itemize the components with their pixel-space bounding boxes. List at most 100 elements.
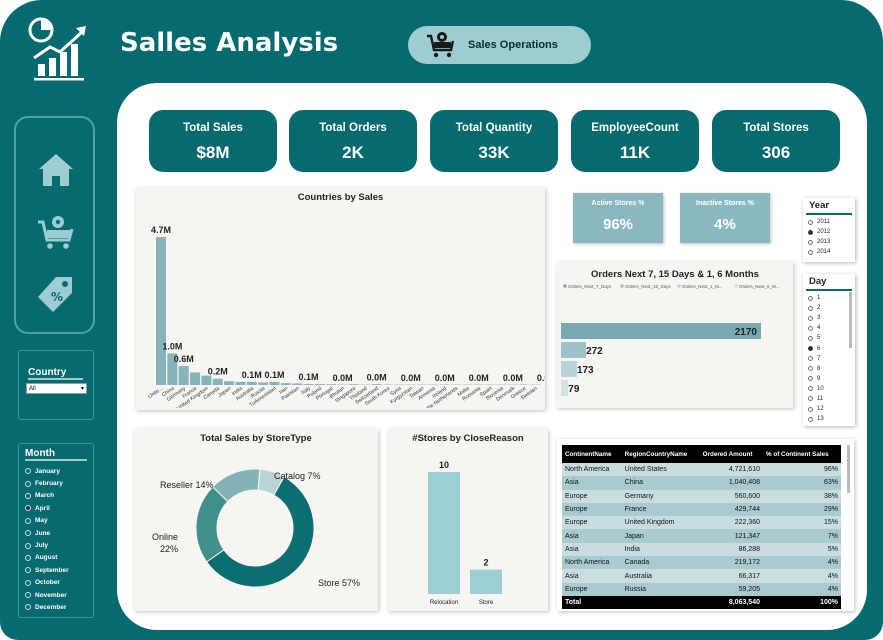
- day-option[interactable]: 8: [803, 364, 855, 374]
- year-option[interactable]: 2011: [803, 217, 855, 227]
- table-column-header[interactable]: % of Continent Sales: [763, 445, 841, 463]
- table-scrollbar[interactable]: [847, 445, 850, 493]
- table-row[interactable]: Europe Russia 59,205 4%: [562, 582, 841, 596]
- bar[interactable]: [561, 380, 569, 396]
- legend-label[interactable]: Orders_Next_7_Days: [568, 284, 612, 289]
- table-row[interactable]: Asia China 1,040,408 63%: [562, 476, 841, 490]
- price-tag-icon[interactable]: %: [36, 274, 76, 314]
- table-row[interactable]: Europe France 429,744 29%: [562, 502, 841, 517]
- table-row[interactable]: Asia India 86,288 5%: [562, 542, 841, 557]
- day-option[interactable]: 13: [803, 414, 855, 424]
- bar[interactable]: [258, 382, 269, 385]
- month-option[interactable]: June: [19, 527, 93, 539]
- bar[interactable]: [178, 366, 189, 385]
- cart-gear-icon[interactable]: [36, 212, 76, 252]
- bar[interactable]: [235, 381, 246, 385]
- month-option[interactable]: March: [19, 490, 93, 502]
- legend-label[interactable]: Orders_Next_15_Days: [625, 284, 672, 289]
- bar[interactable]: [561, 361, 577, 377]
- day-option[interactable]: 10: [803, 384, 855, 394]
- table-row[interactable]: Asia Australia 66,317 4%: [562, 569, 841, 583]
- day-option[interactable]: 3: [803, 313, 855, 323]
- home-icon[interactable]: [36, 150, 76, 190]
- bar[interactable]: [371, 384, 382, 385]
- table-row[interactable]: North America Canada 219,172 4%: [562, 556, 841, 570]
- table-row[interactable]: Europe United Kingdom 222,360 15%: [562, 516, 841, 530]
- bar[interactable]: [470, 569, 502, 594]
- month-option[interactable]: February: [19, 477, 93, 489]
- data-label: 79: [568, 384, 580, 395]
- table-column-header[interactable]: RegionCountryName: [621, 445, 700, 463]
- day-option[interactable]: 4: [803, 323, 855, 333]
- day-option[interactable]: 11: [803, 394, 855, 404]
- bar[interactable]: [292, 383, 303, 385]
- table-cell: 560,600: [699, 489, 763, 503]
- bar[interactable]: [326, 384, 337, 385]
- bar[interactable]: [212, 378, 223, 385]
- month-option[interactable]: July: [19, 539, 93, 551]
- slice[interactable]: [205, 476, 315, 588]
- day-option[interactable]: 9: [803, 374, 855, 384]
- month-option[interactable]: December: [19, 601, 93, 613]
- bar[interactable]: [428, 472, 460, 594]
- day-option[interactable]: 12: [803, 404, 855, 414]
- legend-label[interactable]: Orders_Next_6_M...: [739, 284, 780, 289]
- table-cell: Asia: [562, 542, 622, 557]
- month-option[interactable]: September: [19, 564, 93, 576]
- table-column-header[interactable]: Ordered Amount: [699, 445, 763, 463]
- day-option[interactable]: 6: [803, 343, 855, 353]
- table-row[interactable]: Europe Germany 560,600 38%: [562, 489, 841, 503]
- year-option[interactable]: 2012: [803, 227, 855, 237]
- table-row[interactable]: Asia Japan 121,347 7%: [562, 529, 841, 543]
- table-cell: Japan: [621, 529, 700, 543]
- table-row[interactable]: North America United States 4,721,610 96%: [562, 463, 841, 477]
- kpi-label: Total Orders: [319, 122, 387, 134]
- bar[interactable]: [167, 353, 178, 385]
- table-total-cell: 8,063,540: [699, 595, 763, 609]
- countries-chart-panel: Countries by Sales Unite... China Germany F…: [136, 188, 591, 412]
- bar[interactable]: [190, 372, 201, 385]
- month-option[interactable]: October: [19, 577, 93, 589]
- bar[interactable]: [246, 381, 257, 385]
- bar[interactable]: [224, 381, 235, 385]
- year-option[interactable]: 2014: [803, 247, 855, 257]
- bar[interactable]: [348, 384, 359, 385]
- table-total-cell: Total: [562, 595, 622, 609]
- year-option[interactable]: 2013: [803, 237, 855, 247]
- month-option[interactable]: April: [19, 502, 93, 514]
- sales-operations-label: Sales Operations: [468, 39, 558, 51]
- sales-operations-button[interactable]: Sales Operations: [408, 26, 591, 64]
- month-option[interactable]: January: [19, 465, 93, 477]
- month-option[interactable]: November: [19, 589, 93, 601]
- bar[interactable]: [561, 342, 587, 358]
- day-option[interactable]: 1: [803, 293, 855, 303]
- slice[interactable]: [211, 468, 261, 503]
- slice[interactable]: [195, 486, 229, 563]
- data-label: 272: [586, 346, 603, 357]
- day-option[interactable]: 2: [803, 303, 855, 313]
- data-label: 2: [483, 558, 488, 568]
- month-option[interactable]: May: [19, 515, 93, 527]
- legend-label[interactable]: Orders_Next_1_M...: [682, 284, 723, 289]
- table-cell: China: [621, 476, 700, 490]
- year-slicer-title: Year: [806, 198, 852, 215]
- bar[interactable]: [269, 381, 280, 385]
- bar[interactable]: [280, 383, 291, 385]
- month-option[interactable]: August: [19, 552, 93, 564]
- radio-icon: [808, 396, 813, 402]
- bar[interactable]: [303, 384, 314, 385]
- kpi-value: 33K: [478, 143, 510, 162]
- day-option[interactable]: 7: [803, 354, 855, 364]
- bar[interactable]: [201, 375, 212, 385]
- table-column-header[interactable]: ContinentName: [562, 445, 622, 463]
- country-dropdown[interactable]: All ▾: [26, 383, 87, 394]
- bar[interactable]: [314, 384, 325, 385]
- day-option[interactable]: 5: [803, 333, 855, 343]
- legend-dot: [563, 284, 567, 288]
- day-scrollbar[interactable]: [849, 292, 852, 348]
- slice-label: Online: [152, 532, 178, 542]
- active-stores-value: 96%: [602, 216, 634, 233]
- slice-label: Store 57%: [318, 578, 360, 588]
- bar[interactable]: [156, 237, 166, 385]
- bar[interactable]: [561, 323, 761, 339]
